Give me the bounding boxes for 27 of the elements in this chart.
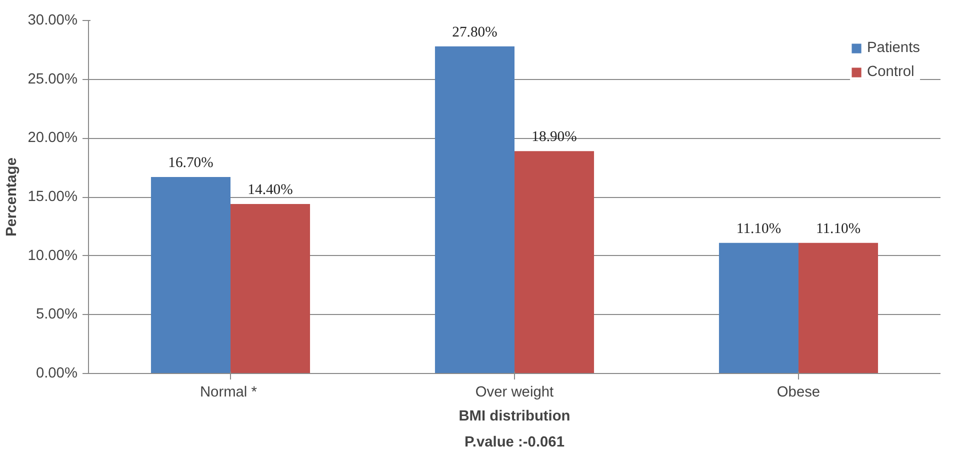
y-tick-label: 0.00% — [36, 366, 78, 382]
x-tick-label: Normal * — [200, 384, 258, 400]
data-label: 27.80% — [452, 24, 498, 40]
data-label: 11.10% — [736, 220, 782, 237]
bar — [150, 176, 230, 374]
y-tick-label: 20.00% — [28, 130, 78, 146]
legend-label: Patients — [867, 40, 920, 56]
x-axis-title: BMI distribution — [458, 408, 570, 424]
data-label: 14.40% — [248, 182, 293, 198]
y-axis-title: Percentage — [4, 157, 20, 237]
bar — [718, 242, 798, 374]
bar — [230, 204, 310, 374]
y-tick-label: 15.00% — [28, 189, 78, 205]
text: P.value :-0.061 — [464, 434, 564, 450]
bar — [798, 242, 878, 374]
bar — [514, 151, 594, 374]
y-tick-label: 25.00% — [28, 71, 78, 88]
bar — [434, 46, 514, 374]
x-tick-label: Over weight — [475, 384, 554, 400]
data-label: 16.70% — [168, 154, 214, 171]
y-tick-label: 30.00% — [28, 12, 78, 28]
y-tick-label: 10.00% — [28, 248, 78, 264]
data-label: 11.10% — [816, 220, 861, 237]
x-tick-label: Obese — [776, 384, 820, 400]
legend-label: Control — [867, 64, 914, 80]
y-tick-label: 5.00% — [36, 306, 78, 323]
data-label: 18.90% — [532, 129, 577, 146]
